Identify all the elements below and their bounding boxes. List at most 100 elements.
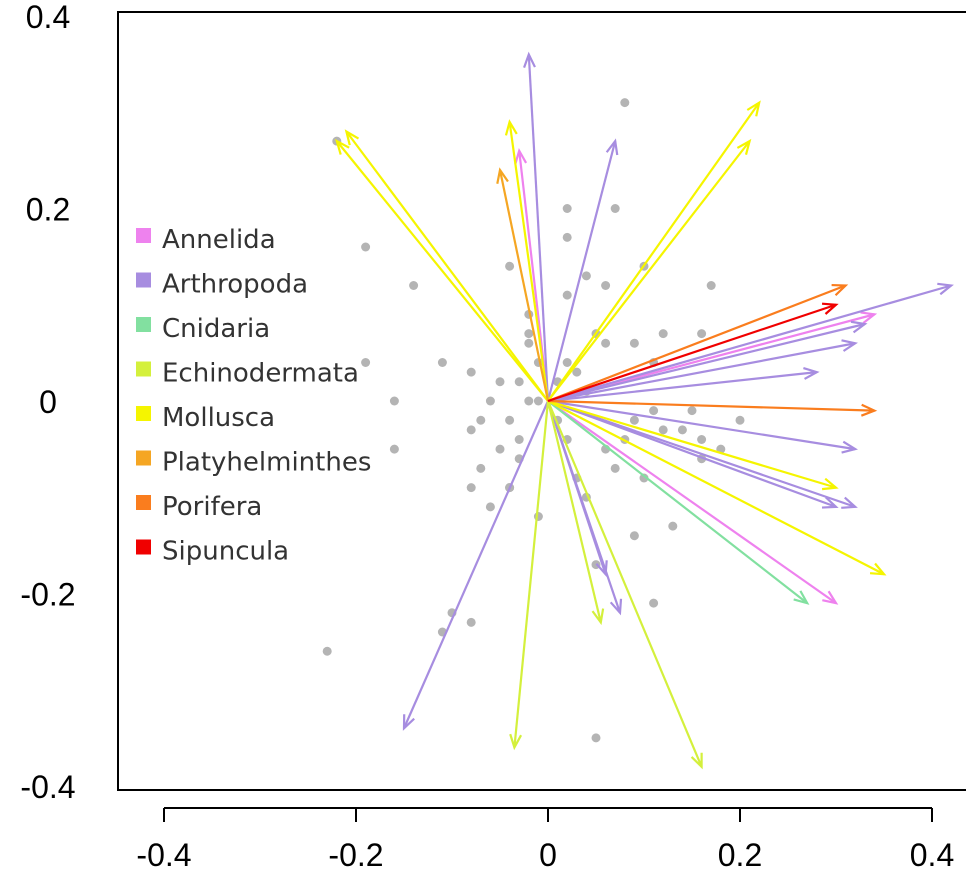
legend-swatch	[136, 539, 151, 555]
data-point	[601, 338, 611, 348]
data-point	[562, 232, 572, 242]
data-point	[572, 367, 582, 377]
legend: Annelida Arthropoda Cnidaria Echinodermata M…	[136, 225, 371, 567]
data-point	[514, 435, 524, 444]
y-tick-label: -0.4	[20, 769, 75, 805]
loading-arrow	[496, 167, 550, 402]
y-tick-label: 0.4	[26, 0, 70, 35]
data-point	[524, 338, 534, 348]
loading-arrow	[523, 51, 550, 402]
data-point	[639, 473, 649, 483]
data-point	[668, 521, 678, 531]
x-axis: -0.4 -0.2 0 0.2 0.4	[136, 807, 954, 873]
data-point	[485, 502, 495, 512]
data-point	[361, 242, 371, 252]
data-point	[629, 531, 639, 541]
loading-arrow	[344, 129, 549, 402]
data-point	[687, 406, 697, 416]
data-point	[610, 463, 620, 473]
legend-swatch	[136, 361, 151, 377]
x-tick-label: -0.2	[328, 837, 383, 873]
data-point	[533, 396, 543, 406]
data-point	[485, 396, 495, 406]
legend-item: Sipuncula	[136, 537, 289, 567]
points-layer	[322, 98, 745, 743]
data-point	[495, 444, 505, 454]
legend-item: Platyhelminthes	[136, 448, 371, 478]
data-point	[658, 425, 668, 435]
y-tick-label: -0.2	[20, 577, 75, 613]
data-point	[562, 290, 572, 300]
loading-arrow	[547, 282, 954, 403]
legend-label: Sipuncula	[162, 537, 289, 567]
legend-label: Porifera	[162, 492, 262, 522]
data-point	[629, 415, 639, 425]
data-point	[505, 415, 515, 425]
legend-item: Mollusca	[136, 403, 275, 433]
loading-arrow	[504, 119, 550, 402]
loading-arrow	[402, 400, 550, 731]
legend-swatch	[136, 495, 151, 510]
loading-arrow	[547, 399, 878, 417]
legend-label: Cnidaria	[162, 314, 270, 344]
legend-item: Echinodermata	[136, 359, 359, 389]
data-point	[409, 281, 419, 290]
data-point	[389, 396, 399, 406]
data-point	[476, 415, 486, 425]
loading-arrow	[547, 138, 752, 402]
data-point	[466, 617, 476, 627]
loading-arrow	[547, 399, 858, 509]
data-point	[649, 406, 659, 416]
y-axis: 0.4 0.2 0 -0.2 -0.4	[20, 0, 75, 805]
loading-arrow	[547, 339, 858, 403]
data-point	[581, 271, 591, 281]
data-point	[706, 281, 716, 290]
data-point	[466, 367, 476, 377]
data-point	[649, 598, 659, 608]
data-point	[601, 281, 611, 290]
data-point	[620, 98, 630, 108]
legend-swatch	[136, 450, 151, 466]
loading-arrow	[547, 302, 839, 403]
legend-label: Mollusca	[162, 403, 275, 433]
data-point	[514, 377, 524, 387]
loading-arrow	[546, 400, 605, 626]
loading-arrow	[546, 400, 623, 616]
legend-label: Platyhelminthes	[162, 448, 371, 478]
data-point	[322, 646, 332, 656]
data-point	[495, 377, 505, 387]
loading-arrow	[547, 311, 878, 403]
legend-swatch	[136, 228, 151, 243]
data-point	[476, 463, 486, 473]
data-point	[610, 204, 620, 213]
legend-item: Annelida	[136, 225, 276, 255]
data-point	[533, 512, 543, 521]
loading-arrow	[546, 138, 619, 402]
data-point	[524, 396, 534, 406]
y-tick-label: 0	[39, 384, 57, 420]
loading-arrow	[547, 399, 858, 454]
loading-arrow	[547, 400, 887, 576]
data-point	[697, 435, 707, 444]
data-point	[658, 329, 668, 339]
data-point	[697, 329, 707, 339]
data-point	[505, 261, 515, 271]
x-tick-label: -0.4	[136, 837, 191, 873]
legend-label: Echinodermata	[162, 359, 359, 389]
legend-swatch	[136, 317, 151, 332]
x-tick-label: 0.2	[718, 837, 762, 873]
data-point	[466, 425, 476, 435]
legend-label: Annelida	[162, 225, 276, 255]
data-point	[629, 338, 639, 348]
legend-item: Cnidaria	[136, 314, 270, 344]
loading-arrow	[546, 400, 703, 770]
data-point	[437, 358, 447, 367]
loading-arrow	[547, 367, 820, 403]
legend-swatch	[136, 272, 151, 288]
data-point	[591, 733, 601, 743]
data-point	[735, 415, 745, 425]
legend-item: Arthropoda	[136, 270, 308, 300]
loading-arrow	[547, 400, 839, 605]
loading-arrow	[547, 283, 849, 403]
legend-label: Arthropoda	[162, 270, 308, 300]
